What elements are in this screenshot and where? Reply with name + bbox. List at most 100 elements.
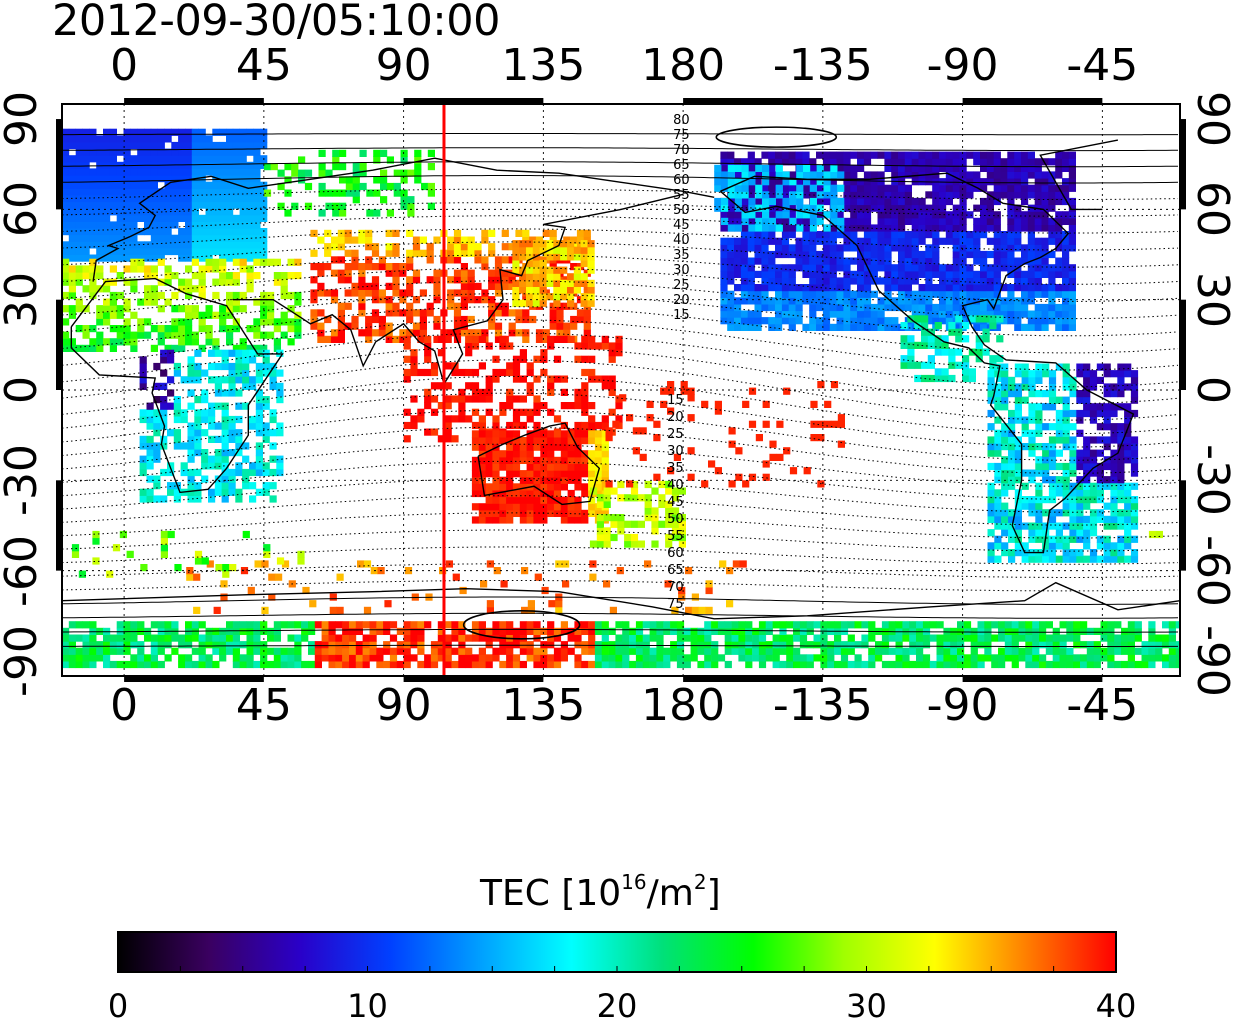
tec-pixel (137, 168, 145, 176)
tec-pixel (171, 234, 179, 242)
tec-pixel (1062, 429, 1070, 437)
tec-pixel (1028, 469, 1036, 477)
tec-pixel (506, 509, 514, 517)
tec-pixel (670, 621, 678, 629)
tec-pixel (943, 627, 951, 635)
tec-pixel (665, 487, 673, 495)
tec-pixel (1117, 390, 1125, 398)
tec-pixel (720, 317, 728, 325)
tec-pixel (310, 309, 318, 317)
tec-pixel (714, 400, 722, 408)
tec-pixel (945, 197, 953, 206)
tec-pixel (761, 257, 769, 265)
tec-pixel (996, 315, 1004, 323)
tec-pixel (178, 228, 186, 236)
tec-pixel (153, 449, 161, 457)
tec-pixel (412, 269, 421, 277)
tec-pixel (950, 660, 958, 669)
tec-pixel (747, 158, 755, 166)
tec-pixel (221, 356, 229, 364)
tec-pixel (1048, 555, 1057, 563)
tec-pixel (786, 641, 794, 649)
tec-pixel (123, 318, 131, 326)
tec-pixel (253, 325, 261, 333)
tec-pixel (993, 290, 1001, 298)
tec-pixel (987, 549, 995, 557)
tec-pixel (1025, 627, 1033, 635)
tec-pixel (1025, 641, 1033, 649)
tec-pixel (782, 171, 790, 179)
tec-pixel (911, 231, 919, 239)
tec-pixel (1062, 151, 1070, 159)
tec-pixel (1076, 522, 1084, 530)
tec-pixel (629, 660, 637, 669)
tec-pixel (232, 272, 240, 280)
tec-pixel (371, 329, 380, 337)
tec-pixel (198, 214, 206, 222)
tec-pixel (1110, 423, 1118, 431)
tec-pixel (993, 158, 1001, 166)
tec-pixel (403, 634, 411, 642)
tec-pixel (239, 181, 247, 189)
tec-pixel (62, 161, 70, 169)
tec-pixel (130, 285, 138, 293)
tec-pixel (337, 276, 345, 284)
tec-pixel (1001, 456, 1009, 464)
tec-pixel (337, 269, 345, 277)
tec-pixel (1055, 416, 1063, 424)
tec-pixel (553, 634, 562, 642)
tec-pixel (239, 221, 247, 229)
tec-pixel (1083, 555, 1091, 563)
tec-pixel (492, 437, 500, 445)
tec-pixel (1034, 178, 1042, 186)
tec-pixel (1124, 489, 1132, 497)
tec-pixel (868, 634, 876, 642)
tec-pixel (1055, 224, 1063, 232)
tec-pixel (109, 634, 117, 642)
tec-pixel (351, 249, 359, 257)
tec-pixel (212, 175, 220, 183)
tec-pixel (1048, 509, 1057, 517)
tec-pixel (1034, 184, 1042, 192)
tec-pixel (918, 264, 926, 272)
tec-pixel (212, 168, 220, 176)
tec-pixel (959, 197, 967, 206)
tec-pixel (952, 158, 960, 166)
tec-pixel (560, 450, 568, 458)
tec-pixel (877, 231, 885, 239)
tec-pixel (922, 660, 931, 669)
tec-pixel (471, 430, 480, 438)
tec-pixel (754, 237, 762, 245)
tec-pixel (191, 331, 199, 339)
tec-pixel (185, 135, 193, 143)
tec-pixel (959, 284, 967, 292)
tec-pixel (444, 421, 452, 430)
tec-pixel (451, 621, 459, 629)
tec-pixel (185, 141, 193, 150)
tec-pixel (966, 303, 974, 312)
tec-pixel (660, 387, 668, 395)
tec-pixel (378, 256, 386, 264)
tec-pixel (877, 224, 885, 232)
tec-pixel (1096, 423, 1104, 431)
tec-pixel (809, 284, 817, 292)
tec-pixel (560, 621, 568, 629)
tec-pixel (75, 188, 83, 196)
tec-pixel (430, 641, 439, 649)
tec-pixel (779, 660, 787, 669)
tec-pixel (75, 241, 83, 249)
tec-pixel (721, 171, 729, 179)
tec-pixel (426, 276, 434, 284)
tec-pixel (788, 284, 796, 292)
tec-pixel (96, 141, 104, 150)
tec-pixel (987, 509, 995, 517)
tec-pixel (1008, 515, 1016, 523)
tec-pixel (214, 402, 222, 410)
tec-pixel (419, 309, 427, 317)
tec-pixel (430, 382, 439, 390)
tec-pixel (868, 621, 876, 629)
tec-pixel (1048, 489, 1057, 497)
tec-pixel (1041, 310, 1049, 318)
tec-pixel (1041, 270, 1049, 278)
tec-pixel (150, 654, 158, 662)
